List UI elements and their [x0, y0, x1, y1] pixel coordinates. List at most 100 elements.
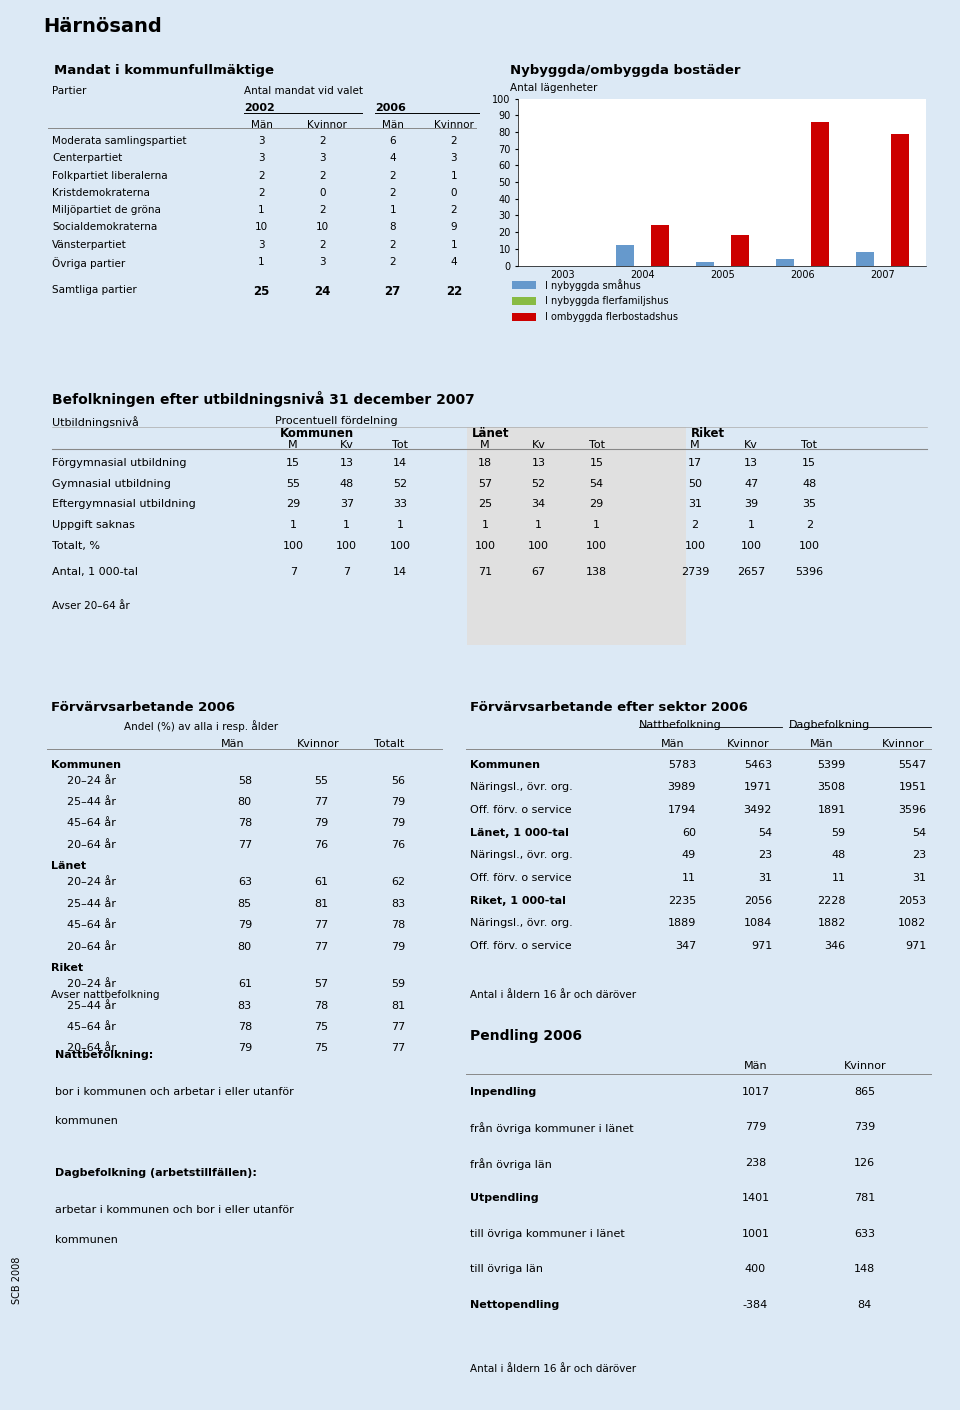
Text: arbetar i kommunen och bor i eller utanför: arbetar i kommunen och bor i eller utanf… [56, 1206, 294, 1215]
Text: 148: 148 [854, 1265, 876, 1275]
Text: 71: 71 [478, 567, 492, 577]
Text: 45–64 år: 45–64 år [67, 921, 116, 931]
Text: 2056: 2056 [744, 895, 772, 905]
Text: I ombyggda flerbostadshus: I ombyggda flerbostadshus [545, 312, 678, 323]
Text: 138: 138 [587, 567, 608, 577]
Text: 52: 52 [532, 478, 546, 489]
Text: 81: 81 [391, 1001, 405, 1011]
Text: 84: 84 [857, 1300, 872, 1310]
Text: 1017: 1017 [741, 1087, 770, 1097]
Text: 13: 13 [340, 458, 353, 468]
Text: 25–44 år: 25–44 år [67, 1001, 116, 1011]
Text: Moderata samlingspartiet: Moderata samlingspartiet [52, 137, 186, 147]
Text: 55: 55 [286, 478, 300, 489]
Text: Tot: Tot [588, 440, 605, 450]
Text: 79: 79 [238, 921, 252, 931]
Text: 57: 57 [314, 979, 328, 990]
Text: 100: 100 [474, 541, 495, 551]
Text: 85: 85 [238, 898, 252, 909]
Text: Män: Män [744, 1060, 767, 1070]
Bar [776, 259, 794, 265]
Text: 2002: 2002 [244, 103, 275, 113]
Text: 2: 2 [320, 240, 326, 250]
Text: 2053: 2053 [899, 895, 926, 905]
Text: 14: 14 [394, 458, 407, 468]
Text: Befolkningen efter utbildningsnivå 31 december 2007: Befolkningen efter utbildningsnivå 31 de… [52, 392, 475, 407]
Text: Antal i åldern 16 år och däröver: Antal i åldern 16 år och däröver [470, 990, 636, 1000]
Text: I nybyggda flerfamiljshus: I nybyggda flerfamiljshus [545, 296, 668, 306]
Text: Gymnasial utbildning: Gymnasial utbildning [52, 478, 171, 489]
Text: 20–24 år: 20–24 år [67, 979, 116, 990]
Text: 100: 100 [684, 541, 706, 551]
Text: 78: 78 [314, 1001, 328, 1011]
Text: 2: 2 [805, 520, 813, 530]
Text: 2: 2 [450, 137, 457, 147]
Text: Tot: Tot [802, 440, 817, 450]
Text: 3: 3 [258, 154, 265, 164]
Text: 15: 15 [286, 458, 300, 468]
Text: Folkpartiet liberalerna: Folkpartiet liberalerna [52, 171, 168, 180]
Text: 22: 22 [445, 285, 462, 299]
Text: 4: 4 [450, 257, 457, 266]
Text: Riket, 1 000-tal: Riket, 1 000-tal [470, 895, 566, 905]
Text: 24: 24 [315, 285, 331, 299]
Text: Utpendling: Utpendling [470, 1193, 539, 1203]
Text: Centerpartiet: Centerpartiet [52, 154, 122, 164]
Text: 2: 2 [450, 206, 457, 216]
Text: 25–44 år: 25–44 år [67, 797, 116, 807]
Text: 15: 15 [589, 458, 604, 468]
Text: Förvärvsarbetande 2006: Förvärvsarbetande 2006 [51, 701, 235, 715]
Text: 77: 77 [314, 797, 328, 807]
Text: 2: 2 [390, 188, 396, 197]
Text: 1971: 1971 [744, 783, 772, 792]
Text: 83: 83 [238, 1001, 252, 1011]
Text: 6: 6 [390, 137, 396, 147]
Text: från övriga län: från övriga län [470, 1158, 552, 1169]
Text: 3596: 3596 [899, 805, 926, 815]
Text: Övriga partier: Övriga partier [52, 257, 125, 269]
Text: 77: 77 [391, 1022, 405, 1032]
Text: 971: 971 [751, 940, 772, 950]
Text: Män: Män [251, 120, 273, 130]
Text: 1: 1 [748, 520, 755, 530]
Text: 2006: 2006 [375, 103, 406, 113]
Text: 48: 48 [340, 478, 354, 489]
Text: 100: 100 [390, 541, 411, 551]
Text: Vänsterpartiet: Vänsterpartiet [52, 240, 127, 250]
Text: 49: 49 [682, 850, 696, 860]
Text: Miljöpartiet de gröna: Miljöpartiet de gröna [52, 206, 161, 216]
Text: 2: 2 [258, 171, 265, 180]
Text: Nybyggda/ombyggda bostäder: Nybyggda/ombyggda bostäder [510, 63, 740, 78]
Text: Antal i åldern 16 år och däröver: Antal i åldern 16 år och däröver [470, 1363, 636, 1375]
Text: 100: 100 [799, 541, 820, 551]
Text: från övriga kommuner i länet: från övriga kommuner i länet [470, 1122, 634, 1134]
Text: 58: 58 [238, 776, 252, 785]
Text: 2739: 2739 [681, 567, 709, 577]
Text: 8: 8 [390, 223, 396, 233]
Text: 1: 1 [344, 520, 350, 530]
Text: bor i kommunen och arbetar i eller utanför: bor i kommunen och arbetar i eller utanf… [56, 1087, 294, 1097]
Text: M: M [690, 440, 700, 450]
Text: 1: 1 [390, 206, 396, 216]
Text: Riket: Riket [51, 963, 84, 973]
Text: Kvinnor: Kvinnor [298, 739, 340, 749]
Text: 0: 0 [320, 188, 326, 197]
Text: 29: 29 [589, 499, 604, 509]
Text: Antal mandat vid valet: Antal mandat vid valet [244, 86, 363, 96]
Text: Kommunen: Kommunen [51, 760, 121, 770]
Text: 75: 75 [314, 1022, 328, 1032]
Text: 61: 61 [238, 979, 252, 990]
Text: Näringsl., övr. org.: Näringsl., övr. org. [470, 918, 573, 928]
Text: 1: 1 [450, 240, 457, 250]
Text: 1: 1 [258, 257, 265, 266]
Text: 346: 346 [825, 940, 846, 950]
Text: 2: 2 [390, 257, 396, 266]
Text: 100: 100 [587, 541, 608, 551]
Text: 865: 865 [854, 1087, 876, 1097]
Text: 400: 400 [745, 1265, 766, 1275]
Text: 1: 1 [258, 206, 265, 216]
Text: 1: 1 [290, 520, 297, 530]
Text: 7: 7 [290, 567, 297, 577]
Text: 23: 23 [912, 850, 926, 860]
Text: 79: 79 [391, 797, 405, 807]
